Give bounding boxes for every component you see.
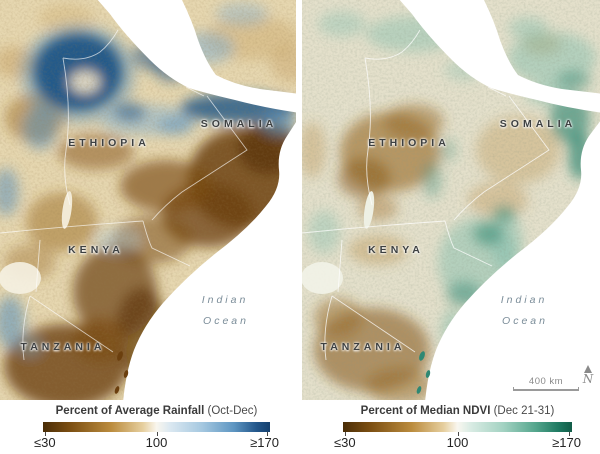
ocean-label-line1: Indian — [500, 294, 548, 306]
rainfall-label-high: ≥170 — [250, 435, 279, 450]
ndvi-label-mid: 100 — [446, 435, 469, 450]
country-label-kenya: KENYA — [68, 244, 124, 256]
rainfall-label-low: ≤30 — [34, 435, 56, 450]
ndvi-label-high: ≥170 — [552, 435, 581, 450]
rainfall-legend-title: Percent of Average Rainfall (Oct-Dec) — [43, 405, 270, 417]
ocean-label-line2: Ocean — [502, 315, 548, 327]
rainfall-tick-mid — [156, 432, 158, 436]
country-label-ethiopia: ETHIOPIA — [68, 137, 150, 149]
rainfall-legend-title-note: (Oct-Dec) — [207, 405, 258, 417]
country-label-somalia: SOMALIA — [499, 118, 577, 130]
north-arrow-letter: N — [582, 372, 594, 386]
ndvi-colorbar — [343, 422, 572, 432]
ndvi-label-low: ≤30 — [334, 435, 356, 450]
rainfall-label-mid: 100 — [145, 435, 168, 450]
rainfall-tick-high — [267, 432, 268, 436]
scale-bar-line — [513, 387, 579, 391]
ndvi-tick-low — [345, 432, 346, 436]
scale-bar: 400 km — [513, 376, 579, 391]
ocean-label-line1: Indian — [201, 294, 249, 306]
country-label-tanzania: TANZANIA — [320, 341, 406, 353]
country-label-kenya: KENYA — [368, 244, 424, 256]
rainfall-legend-title-main: Percent of Average Rainfall — [55, 405, 205, 417]
country-label-somalia: SOMALIA — [200, 118, 278, 130]
rainfall-map-panel: ETHIOPIA SOMALIA KENYA TANZANIA Indian O… — [0, 0, 296, 400]
ndvi-tick-mid — [457, 432, 459, 436]
north-arrow-triangle — [584, 365, 592, 373]
ndvi-legend-title-note: (Dec 21-31) — [493, 405, 555, 417]
rainfall-tick-low — [45, 432, 46, 436]
ocean-label-line2: Ocean — [203, 315, 249, 327]
ndvi-legend-title-main: Percent of Median NDVI — [360, 405, 491, 417]
country-label-tanzania: TANZANIA — [20, 341, 106, 353]
country-label-ethiopia: ETHIOPIA — [368, 137, 450, 149]
ndvi-map-graphic — [302, 0, 600, 400]
north-arrow-icon: N — [580, 365, 596, 385]
rainfall-map-graphic — [0, 0, 296, 400]
ndvi-tick-high — [569, 432, 570, 436]
rainfall-legend: Percent of Average Rainfall (Oct-Dec) ≤3… — [34, 401, 279, 454]
ndvi-map-panel: ETHIOPIA SOMALIA KENYA TANZANIA Indian O… — [302, 0, 600, 400]
ndvi-legend: Percent of Median NDVI (Dec 21-31) ≤30 1… — [334, 401, 581, 454]
scale-bar-label: 400 km — [528, 376, 564, 387]
rainfall-colorbar — [43, 422, 270, 432]
ndvi-legend-title: Percent of Median NDVI (Dec 21-31) — [343, 405, 572, 417]
